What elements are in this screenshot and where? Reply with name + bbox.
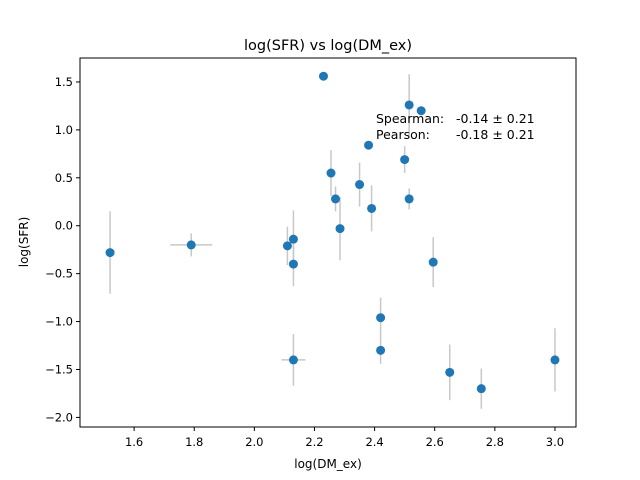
data-point (186, 240, 196, 250)
data-point (326, 168, 336, 178)
y-tick-label: −0.5 (45, 267, 73, 281)
x-tick-label: 2.6 (426, 435, 444, 449)
data-point (318, 71, 328, 81)
spearman-label: Spearman: (376, 111, 444, 126)
data-point (288, 355, 298, 365)
data-point (367, 203, 377, 213)
x-axis-ticks: 1.6 1.8 2.0 2.2 2.4 2.6 2.8 3.0 (125, 427, 564, 449)
x-tick-label: 2.0 (245, 435, 263, 449)
data-point (105, 248, 115, 258)
data-point (288, 259, 298, 269)
y-tick-label: 0.0 (55, 219, 73, 233)
y-tick-label: −1.0 (45, 315, 73, 329)
x-tick-label: 1.8 (185, 435, 203, 449)
y-axis-label: log(SFR) (17, 217, 31, 268)
data-point (404, 194, 414, 204)
y-tick-label: 1.0 (55, 123, 73, 137)
y-tick-label: −1.5 (45, 362, 73, 376)
data-point (445, 367, 455, 377)
x-tick-label: 2.4 (365, 435, 383, 449)
y-tick-label: 1.5 (55, 75, 73, 89)
data-point (335, 224, 345, 234)
y-axis-ticks: −2.0 −1.5 −1.0 −0.5 0.0 0.5 1.0 1.5 (45, 75, 80, 424)
data-point (376, 345, 386, 355)
y-tick-label: 0.5 (55, 171, 73, 185)
y-tick-label: −2.0 (45, 410, 73, 424)
data-point (428, 257, 438, 267)
x-tick-label: 3.0 (546, 435, 564, 449)
x-tick-label: 2.2 (305, 435, 323, 449)
pearson-value: -0.18 ± 0.21 (456, 127, 535, 142)
x-tick-label: 1.6 (125, 435, 143, 449)
x-axis-label: log(DM_ex) (294, 457, 362, 471)
correlation-annotation: Spearman: -0.14 ± 0.21 Pearson: -0.18 ± … (376, 111, 535, 142)
data-point (288, 234, 298, 244)
data-point (404, 100, 414, 110)
axes-frame (79, 57, 577, 428)
chart-title: log(SFR) vs log(DM_ex) (244, 38, 412, 54)
data-point (282, 241, 292, 251)
data-point (416, 106, 426, 116)
data-point (476, 384, 486, 394)
data-point (331, 194, 341, 204)
pearson-label: Pearson: (376, 127, 430, 142)
data-point (400, 155, 410, 165)
data-point (364, 140, 374, 150)
x-tick-label: 2.8 (486, 435, 504, 449)
data-point (550, 355, 560, 365)
data-point (355, 180, 365, 190)
spearman-value: -0.14 ± 0.21 (456, 111, 535, 126)
data-point (376, 313, 386, 323)
point-layer (105, 71, 560, 394)
